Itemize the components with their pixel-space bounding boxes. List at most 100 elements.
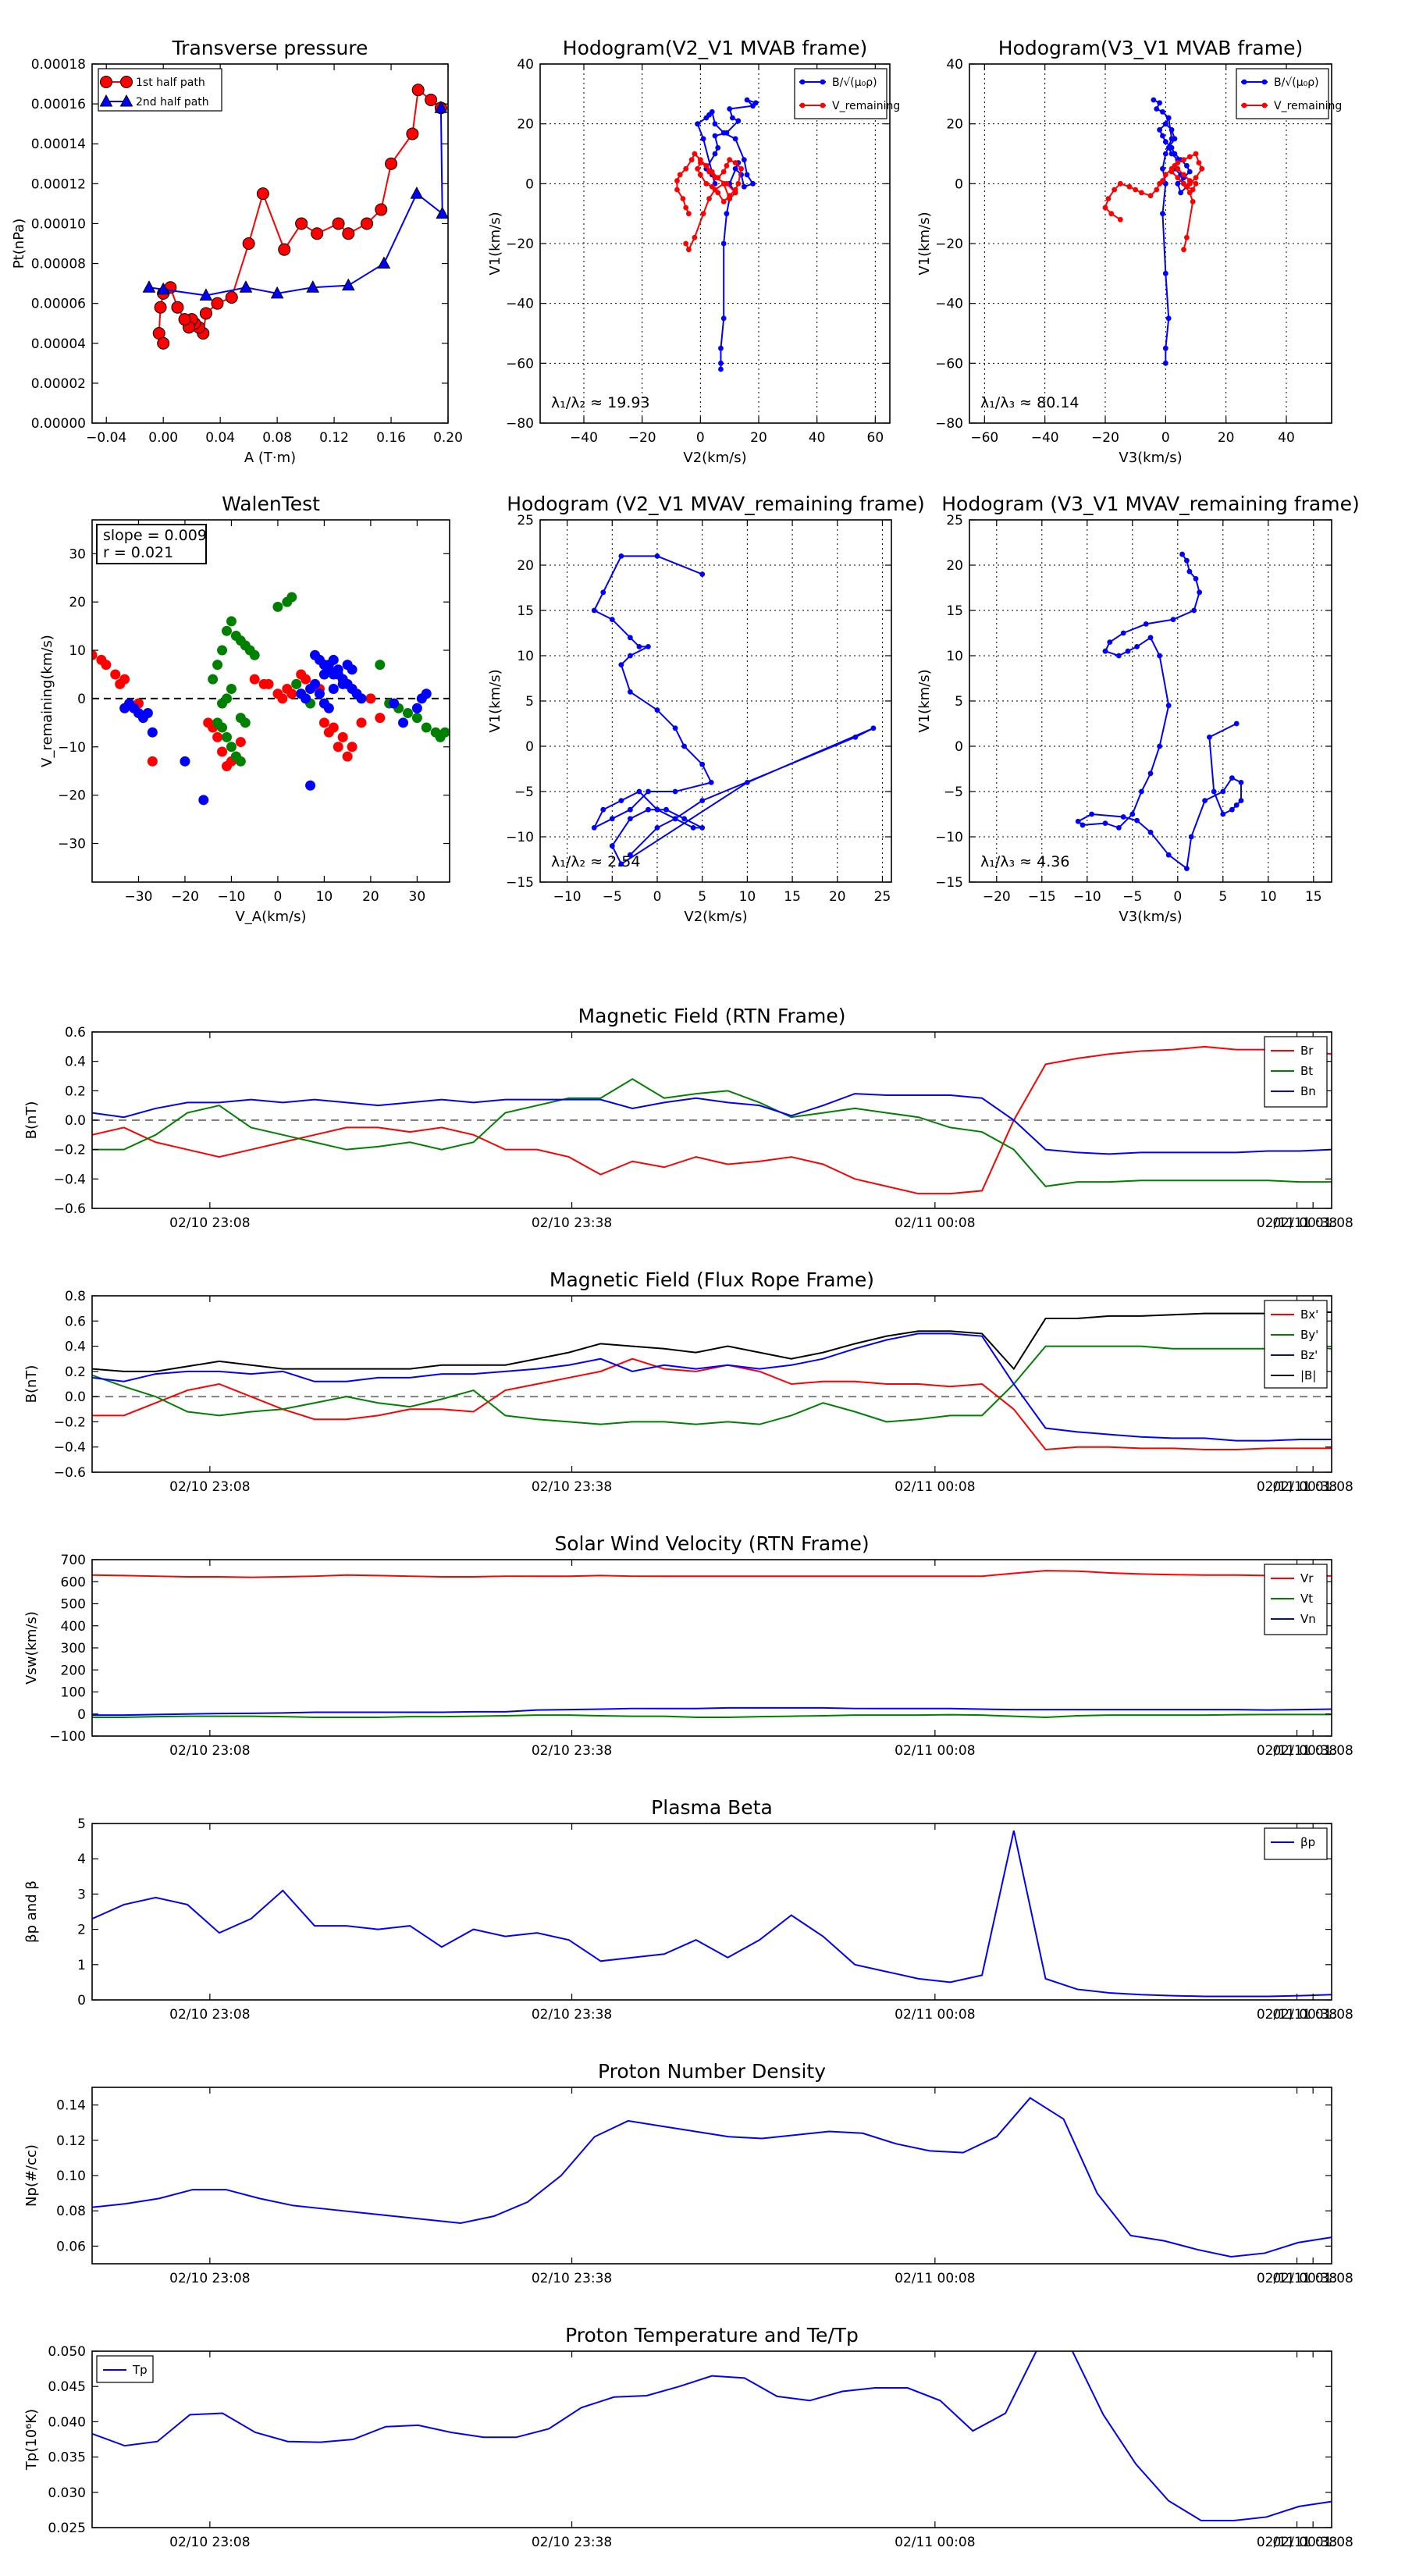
data-point	[1105, 196, 1112, 201]
data-point	[727, 106, 733, 112]
data-point	[212, 731, 223, 742]
data-point	[1157, 126, 1162, 133]
legend-label: 1st half path	[136, 76, 205, 89]
time-tick-label: 02/11 01:08	[1272, 1743, 1353, 1759]
data-point	[680, 196, 686, 201]
legend-label: Bn	[1300, 1084, 1316, 1098]
y-tick-label: 0.12	[56, 2133, 86, 2149]
x-tick-label: 0.12	[319, 430, 349, 446]
data-point	[341, 278, 355, 291]
plasma-beta-chart: Plasma Beta 0 1 2 3 4 5 02/10 23:08 02/10 23:38 0…	[23, 1796, 1353, 2023]
y-tick-label: 0.2	[65, 1083, 86, 1099]
data-point	[1160, 133, 1165, 139]
data-point	[235, 756, 246, 767]
data-point	[695, 121, 700, 127]
data-point	[147, 727, 158, 738]
data-point	[663, 806, 669, 813]
legend-marker	[820, 79, 826, 85]
x-tick-label: 0.08	[262, 430, 292, 446]
y-tick-label: −0.6	[54, 1465, 86, 1481]
y-tick-label: −5	[514, 785, 534, 800]
data-point	[356, 717, 367, 728]
data-point	[157, 336, 170, 350]
hodogram-v3-v1-mvab-chart: Hodogram(V3_V1 MVAB frame) −60 −40 −20 0 20 40…	[916, 37, 1342, 466]
x-tick-label: 20	[750, 430, 767, 446]
y-axis-label: B(nT)	[23, 1101, 40, 1140]
x-tick-label: 10	[316, 889, 333, 905]
data-point	[1175, 180, 1181, 187]
data-point	[221, 693, 232, 704]
y-tick-label: 0.00014	[31, 137, 86, 152]
data-point	[110, 669, 121, 680]
chart-title: WalenTest	[222, 493, 320, 515]
y-tick-label: 0.08	[56, 2204, 86, 2219]
y-tick-label: 0	[77, 692, 86, 707]
data-point	[1129, 811, 1136, 817]
data-point	[385, 157, 398, 170]
x-tick-label: −20	[1091, 430, 1119, 446]
legend-box	[1236, 68, 1329, 119]
data-point	[1089, 811, 1094, 817]
legend-box	[1264, 1827, 1328, 1860]
y-tick-label: 0.030	[48, 2485, 86, 2501]
data-point	[286, 688, 297, 699]
plot-area	[92, 592, 450, 806]
data-point	[256, 187, 269, 201]
data-point	[1190, 198, 1196, 205]
data-point	[712, 121, 718, 127]
legend-label: V_remaining	[832, 100, 900, 112]
data-point	[411, 713, 422, 724]
y-tick-label: −20	[58, 788, 86, 804]
data-point	[1193, 151, 1199, 157]
data-point	[1168, 144, 1175, 151]
ratio-annotation: λ₁/λ₃ ≈ 80.14	[980, 394, 1080, 411]
data-point	[1147, 829, 1154, 835]
hodogram-v2-v1-mvav-chart: Hodogram (V2_V1 MVAV_remaining frame) −10…	[487, 493, 925, 925]
data-point	[1202, 798, 1208, 803]
data-point	[715, 190, 721, 196]
plot-area	[92, 2351, 1332, 2521]
y-tick-label: 0.00012	[31, 176, 86, 192]
legend-marker	[799, 102, 806, 109]
hodogram-v2-v1-mvab-chart: Hodogram(V2_V1 MVAB frame) −40 −20 0 20 40 60 −…	[487, 37, 900, 466]
data-point	[1186, 154, 1193, 160]
time-tick-label: 02/10 23:38	[532, 1215, 612, 1231]
data-point	[1126, 183, 1133, 190]
data-point	[249, 674, 260, 685]
y-tick-label: −60	[506, 356, 534, 372]
x-tick-label: −20	[171, 889, 199, 905]
y-tick-label: 0.6	[65, 1025, 86, 1041]
data-point	[609, 816, 615, 822]
series-line	[92, 1570, 1332, 1578]
data-point	[712, 133, 718, 139]
data-point	[646, 788, 651, 795]
data-point	[627, 689, 633, 695]
data-point	[1170, 617, 1176, 622]
y-tick-label: 0.00008	[31, 257, 86, 272]
data-point	[421, 688, 432, 699]
data-point	[1168, 169, 1175, 175]
data-point	[347, 664, 357, 675]
data-point	[715, 144, 721, 151]
data-point	[718, 366, 724, 372]
x-tick-label: 20	[362, 889, 379, 905]
x-tick-label: 0.00	[148, 430, 178, 446]
x-tick-label: −10	[217, 889, 245, 905]
data-point	[1181, 172, 1186, 178]
data-point	[1162, 151, 1168, 157]
axes-frame	[91, 519, 450, 883]
data-point	[101, 660, 112, 671]
time-tick-label: 02/11 00:38	[1257, 2271, 1337, 2286]
y-tick-label: −40	[506, 297, 534, 312]
data-point	[1102, 648, 1108, 654]
data-point	[1139, 190, 1144, 196]
legend-marker	[799, 79, 806, 85]
data-point	[342, 227, 355, 240]
x-tick-label: 40	[1278, 430, 1295, 446]
data-point	[235, 737, 246, 748]
data-point	[1186, 178, 1193, 183]
data-point	[703, 162, 710, 169]
walen-test-chart: WalenTest −30 −20 −10 0 10 20 30 −30 −20 −10 0 10 20 3…	[39, 493, 450, 925]
y-tick-label: 15	[517, 603, 534, 619]
data-point	[142, 707, 153, 718]
